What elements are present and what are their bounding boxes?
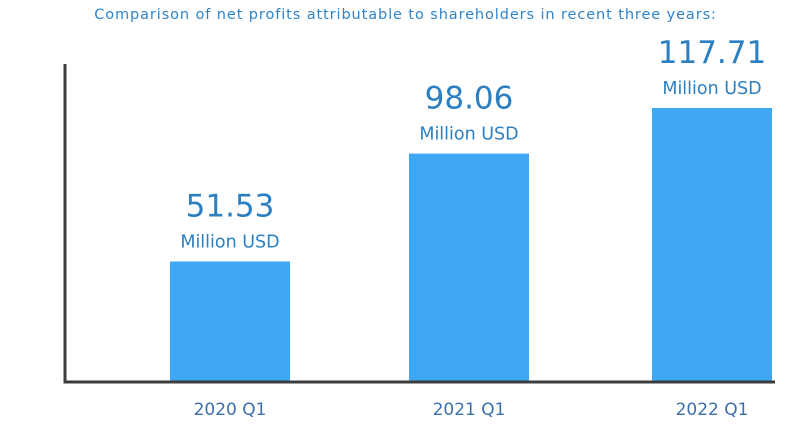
- x-tick-labels-layer: 2020 Q1 2021 Q1 2022 Q1: [194, 400, 749, 420]
- value-labels-layer: 51.53 Million USD 98.06 Million USD 117.71 Mi…: [180, 35, 766, 252]
- bar-unit-label: Million USD: [180, 232, 279, 252]
- chart-title: Comparison of net profits attributable t…: [94, 7, 717, 23]
- bar-unit-label: Million USD: [662, 79, 761, 99]
- bar-2021-q1: [409, 153, 529, 381]
- x-tick-label: 2021 Q1: [433, 400, 506, 420]
- bar-2020-q1: [170, 261, 290, 381]
- bars-layer: [170, 108, 772, 381]
- bar-value-label: 51.53: [186, 188, 275, 224]
- x-tick-label: 2022 Q1: [676, 400, 749, 420]
- bar-unit-label: Million USD: [419, 125, 518, 145]
- chart-axes: [63, 64, 775, 384]
- bar-2022-q1: [652, 108, 772, 381]
- x-tick-label: 2020 Q1: [194, 400, 267, 420]
- bar-value-label: 98.06: [425, 81, 514, 117]
- bar-value-label: 117.71: [658, 35, 766, 71]
